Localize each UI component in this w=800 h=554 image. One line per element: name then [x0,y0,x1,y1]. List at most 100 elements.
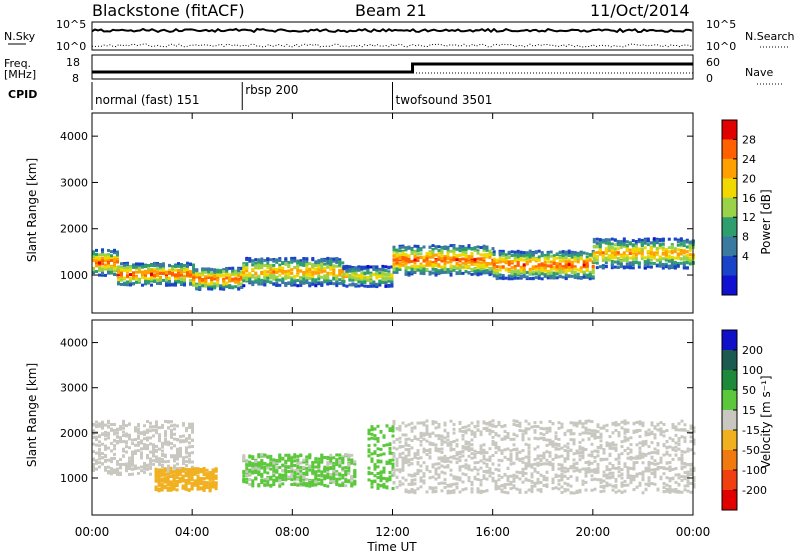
velocity-cell [470,438,474,442]
power-cell [507,267,511,271]
velocity-cell [461,450,465,454]
velocity-cell [446,434,450,438]
velocity-cell [199,482,203,486]
velocity-cell [116,470,119,473]
power-cell [434,263,438,267]
power-cell [234,273,238,277]
power-cell [637,238,641,242]
power-cell [582,265,586,269]
velocity-cell [407,482,411,486]
power-cell [667,264,671,268]
velocity-cell [413,454,417,458]
power-cell [311,270,315,274]
velocity-cell [254,463,258,466]
velocity-cell [290,464,294,468]
power-cell [107,265,110,269]
power-cell [287,270,291,274]
velocity-cell [458,468,462,472]
power-cell [387,266,391,270]
velocity-cell [401,445,405,449]
velocity-cell [176,462,179,466]
power-cell [159,271,162,275]
velocity-cell [440,450,444,454]
power-cell [390,277,394,281]
power-cell [299,263,303,267]
velocity-cell [476,487,480,491]
velocity-cell [428,456,432,460]
power-cell [522,253,526,257]
power-cell [381,269,385,273]
power-cell [153,269,156,273]
velocity-cell [314,473,318,477]
power-cell [495,271,499,275]
velocity-cell [515,424,519,427]
velocity-cell [187,469,191,472]
velocity-cell [290,460,294,464]
power-cell [431,248,435,251]
power-cell [525,275,529,279]
power-cell [422,259,426,263]
power-cell [204,277,208,281]
power-cell [314,280,318,284]
power-cell [610,237,614,241]
power-cell [546,264,550,268]
power-cell [296,261,300,265]
velocity-cell [392,481,396,485]
power-cell [284,282,288,285]
power-cell [348,278,352,282]
velocity-cell [515,420,519,424]
velocity-cell [196,476,200,480]
power-cell [507,274,511,278]
power-cell [625,244,629,248]
power-cell [387,277,391,281]
velocity-cell [311,481,315,485]
velocity-cell [506,478,510,482]
power-cell [398,263,402,267]
velocity-cell [497,445,501,449]
power-cell [222,270,226,274]
power-cell [299,269,303,273]
power-cell [222,282,226,286]
power-cell [476,249,480,253]
power-cell [326,271,330,275]
velocity-cell [524,455,528,459]
power-cell [245,269,249,273]
power-cell [531,267,535,271]
velocity-cell [434,477,438,481]
power-cell [655,264,659,268]
power-cell [525,271,529,275]
velocity-cell [269,463,273,467]
power-cell [366,276,370,279]
velocity-cell [161,443,164,447]
power-cell [177,271,180,275]
velocity-cell [134,467,137,471]
velocity-cell [104,430,107,434]
power-cell [628,256,632,260]
power-cell [573,267,577,271]
velocity-cell [467,467,471,471]
power-cell [251,283,255,287]
power-cell [357,267,361,271]
power-cell [476,264,480,268]
velocity-cell [263,468,267,472]
power-cell [360,271,364,275]
power-cell [485,265,489,268]
velocity-cell [407,448,411,451]
power-cell [308,268,312,272]
power-cell [299,279,303,283]
velocity-cell [308,482,312,486]
velocity-cell [158,433,161,437]
power-cell [488,250,492,254]
power-cell [540,251,544,255]
velocity-cell [170,435,173,439]
velocity-cell [437,425,441,429]
velocity-cell [199,480,203,483]
velocity-cell [470,443,474,447]
velocity-cell [107,419,110,423]
velocity-cell [497,485,501,489]
velocity-cell [392,472,396,476]
power-cell [345,269,349,273]
velocity-cell [199,470,203,474]
power-cell [595,251,599,254]
power-cell [679,261,683,265]
